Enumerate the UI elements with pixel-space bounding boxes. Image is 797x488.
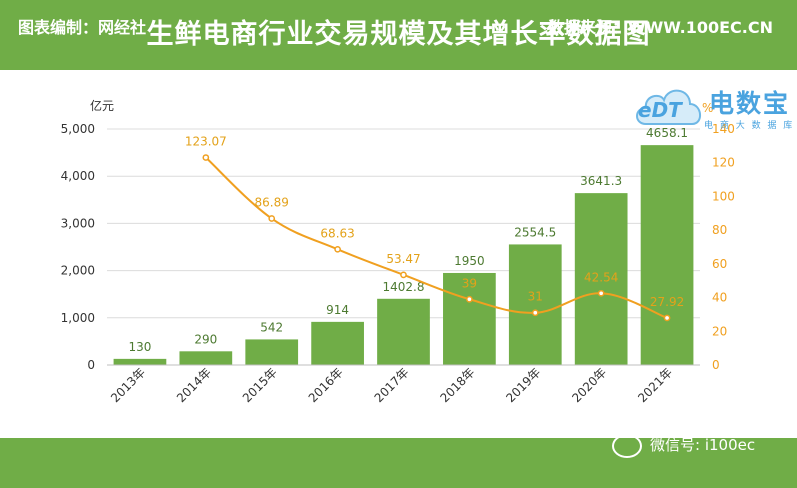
growth-line — [202, 154, 671, 322]
growth-point — [202, 154, 210, 161]
growth-point — [466, 295, 473, 303]
wechat-icon — [612, 433, 642, 458]
growth-point — [400, 271, 407, 279]
bar-value-label: 1950 — [454, 254, 485, 268]
bar — [640, 145, 694, 365]
y-axis-left: 0 1,000 2,000 3,000 4,000 5,000 亿元 — [61, 98, 114, 372]
bar — [443, 272, 496, 365]
bar — [113, 358, 167, 365]
bar — [574, 193, 628, 365]
growth-value-label: 53.47 — [386, 252, 420, 266]
title-banner — [0, 0, 797, 70]
watermark-subtitle: 电 商 大 数 据 库 — [704, 121, 795, 131]
bar — [179, 351, 233, 365]
bar-value-label: 1402.8 — [383, 280, 425, 294]
growth-point — [597, 289, 605, 297]
data-source: 数据来源：WWW.100EC.CN — [548, 18, 774, 37]
chart-credit: 图表编制：网经社 — [18, 18, 147, 37]
growth-point — [334, 245, 341, 253]
y-tick-label: 3,000 — [61, 216, 95, 230]
bar-value-label: 542 — [260, 320, 283, 334]
x-axis: 2013年 2014年 2015年 2016年 2017年 2018年 2019年 2020年… — [107, 364, 700, 405]
y2-tick-label: 40 — [712, 291, 727, 305]
y-tick-label: 2,000 — [61, 264, 95, 278]
x-tick-label: 2013年 — [108, 365, 148, 405]
y2-tick-label: 140 — [712, 122, 735, 136]
chart-title: 生鲜电商行业交易规模及其增长率数据图 — [146, 19, 651, 50]
x-tick-label: 2020年 — [569, 365, 609, 405]
growth-value-label: 68.63 — [320, 226, 354, 240]
growth-value-label: 39 — [462, 276, 477, 290]
x-tick-label: 2021年 — [635, 365, 675, 405]
growth-value-label: 31 — [528, 290, 543, 304]
bar-series — [113, 145, 694, 365]
y2-tick-label: 20 — [712, 324, 727, 338]
x-tick-label: 2019年 — [503, 365, 543, 405]
y2-tick-label: 100 — [712, 189, 735, 203]
y2-tick-label: 60 — [712, 257, 727, 271]
watermark-logo-text: eDT — [638, 98, 682, 122]
y2-tick-label: 120 — [712, 156, 735, 170]
growth-labels: 123.07 86.89 68.63 53.47 39 31 42.54 27.92 — [185, 135, 684, 309]
bar-value-label: 914 — [326, 303, 349, 317]
y-axis-title: 亿元 — [90, 98, 114, 113]
bar — [245, 339, 299, 365]
y-tick-label: 5,000 — [61, 122, 95, 136]
bar-value-label: 2554.5 — [514, 225, 556, 239]
bar — [311, 321, 364, 365]
bar-labels: 130 290 542 914 1402.8 1950 2554.5 3641.3 4658.1 — [128, 126, 688, 354]
y2-tick-label: 0 — [712, 358, 720, 372]
bar — [377, 298, 430, 365]
chart: 130 290 542 914 1402.8 1950 2554.5 3641.3 4658.1… — [61, 98, 735, 405]
x-tick-label: 2018年 — [438, 365, 478, 405]
growth-point — [663, 314, 671, 322]
growth-value-label: 27.92 — [650, 295, 684, 309]
x-tick-label: 2017年 — [372, 365, 412, 405]
y2-axis-title: % — [702, 101, 713, 115]
growth-value-label: 86.89 — [255, 196, 289, 210]
watermark-brand: 电数宝 — [709, 89, 791, 118]
growth-point — [268, 215, 276, 222]
y-tick-label: 1,000 — [61, 311, 95, 325]
y-axis-right: 0 20 40 60 80 100 120 140% — [702, 101, 735, 372]
growth-value-label: 42.54 — [584, 270, 618, 284]
wechat-id: 微信号: i100ec — [612, 432, 755, 458]
footer-banner — [0, 438, 797, 488]
growth-value-label: 123.07 — [185, 135, 227, 149]
y2-tick-label: 80 — [712, 223, 727, 237]
bar-value-label: 130 — [128, 340, 151, 354]
bar-value-label: 4658.1 — [646, 126, 688, 140]
y-tick-label: 0 — [87, 358, 95, 372]
cloud-logo-icon — [636, 89, 701, 125]
bar-value-label: 290 — [194, 332, 217, 346]
x-tick-label: 2014年 — [174, 365, 214, 405]
wechat-label: 微信号: i100ec — [650, 436, 756, 454]
bar — [508, 244, 562, 365]
bar-value-label: 3641.3 — [580, 174, 622, 188]
x-tick-label: 2016年 — [306, 365, 346, 405]
growth-point — [531, 309, 539, 317]
y-tick-label: 4,000 — [61, 169, 95, 183]
x-tick-label: 2015年 — [240, 365, 280, 405]
